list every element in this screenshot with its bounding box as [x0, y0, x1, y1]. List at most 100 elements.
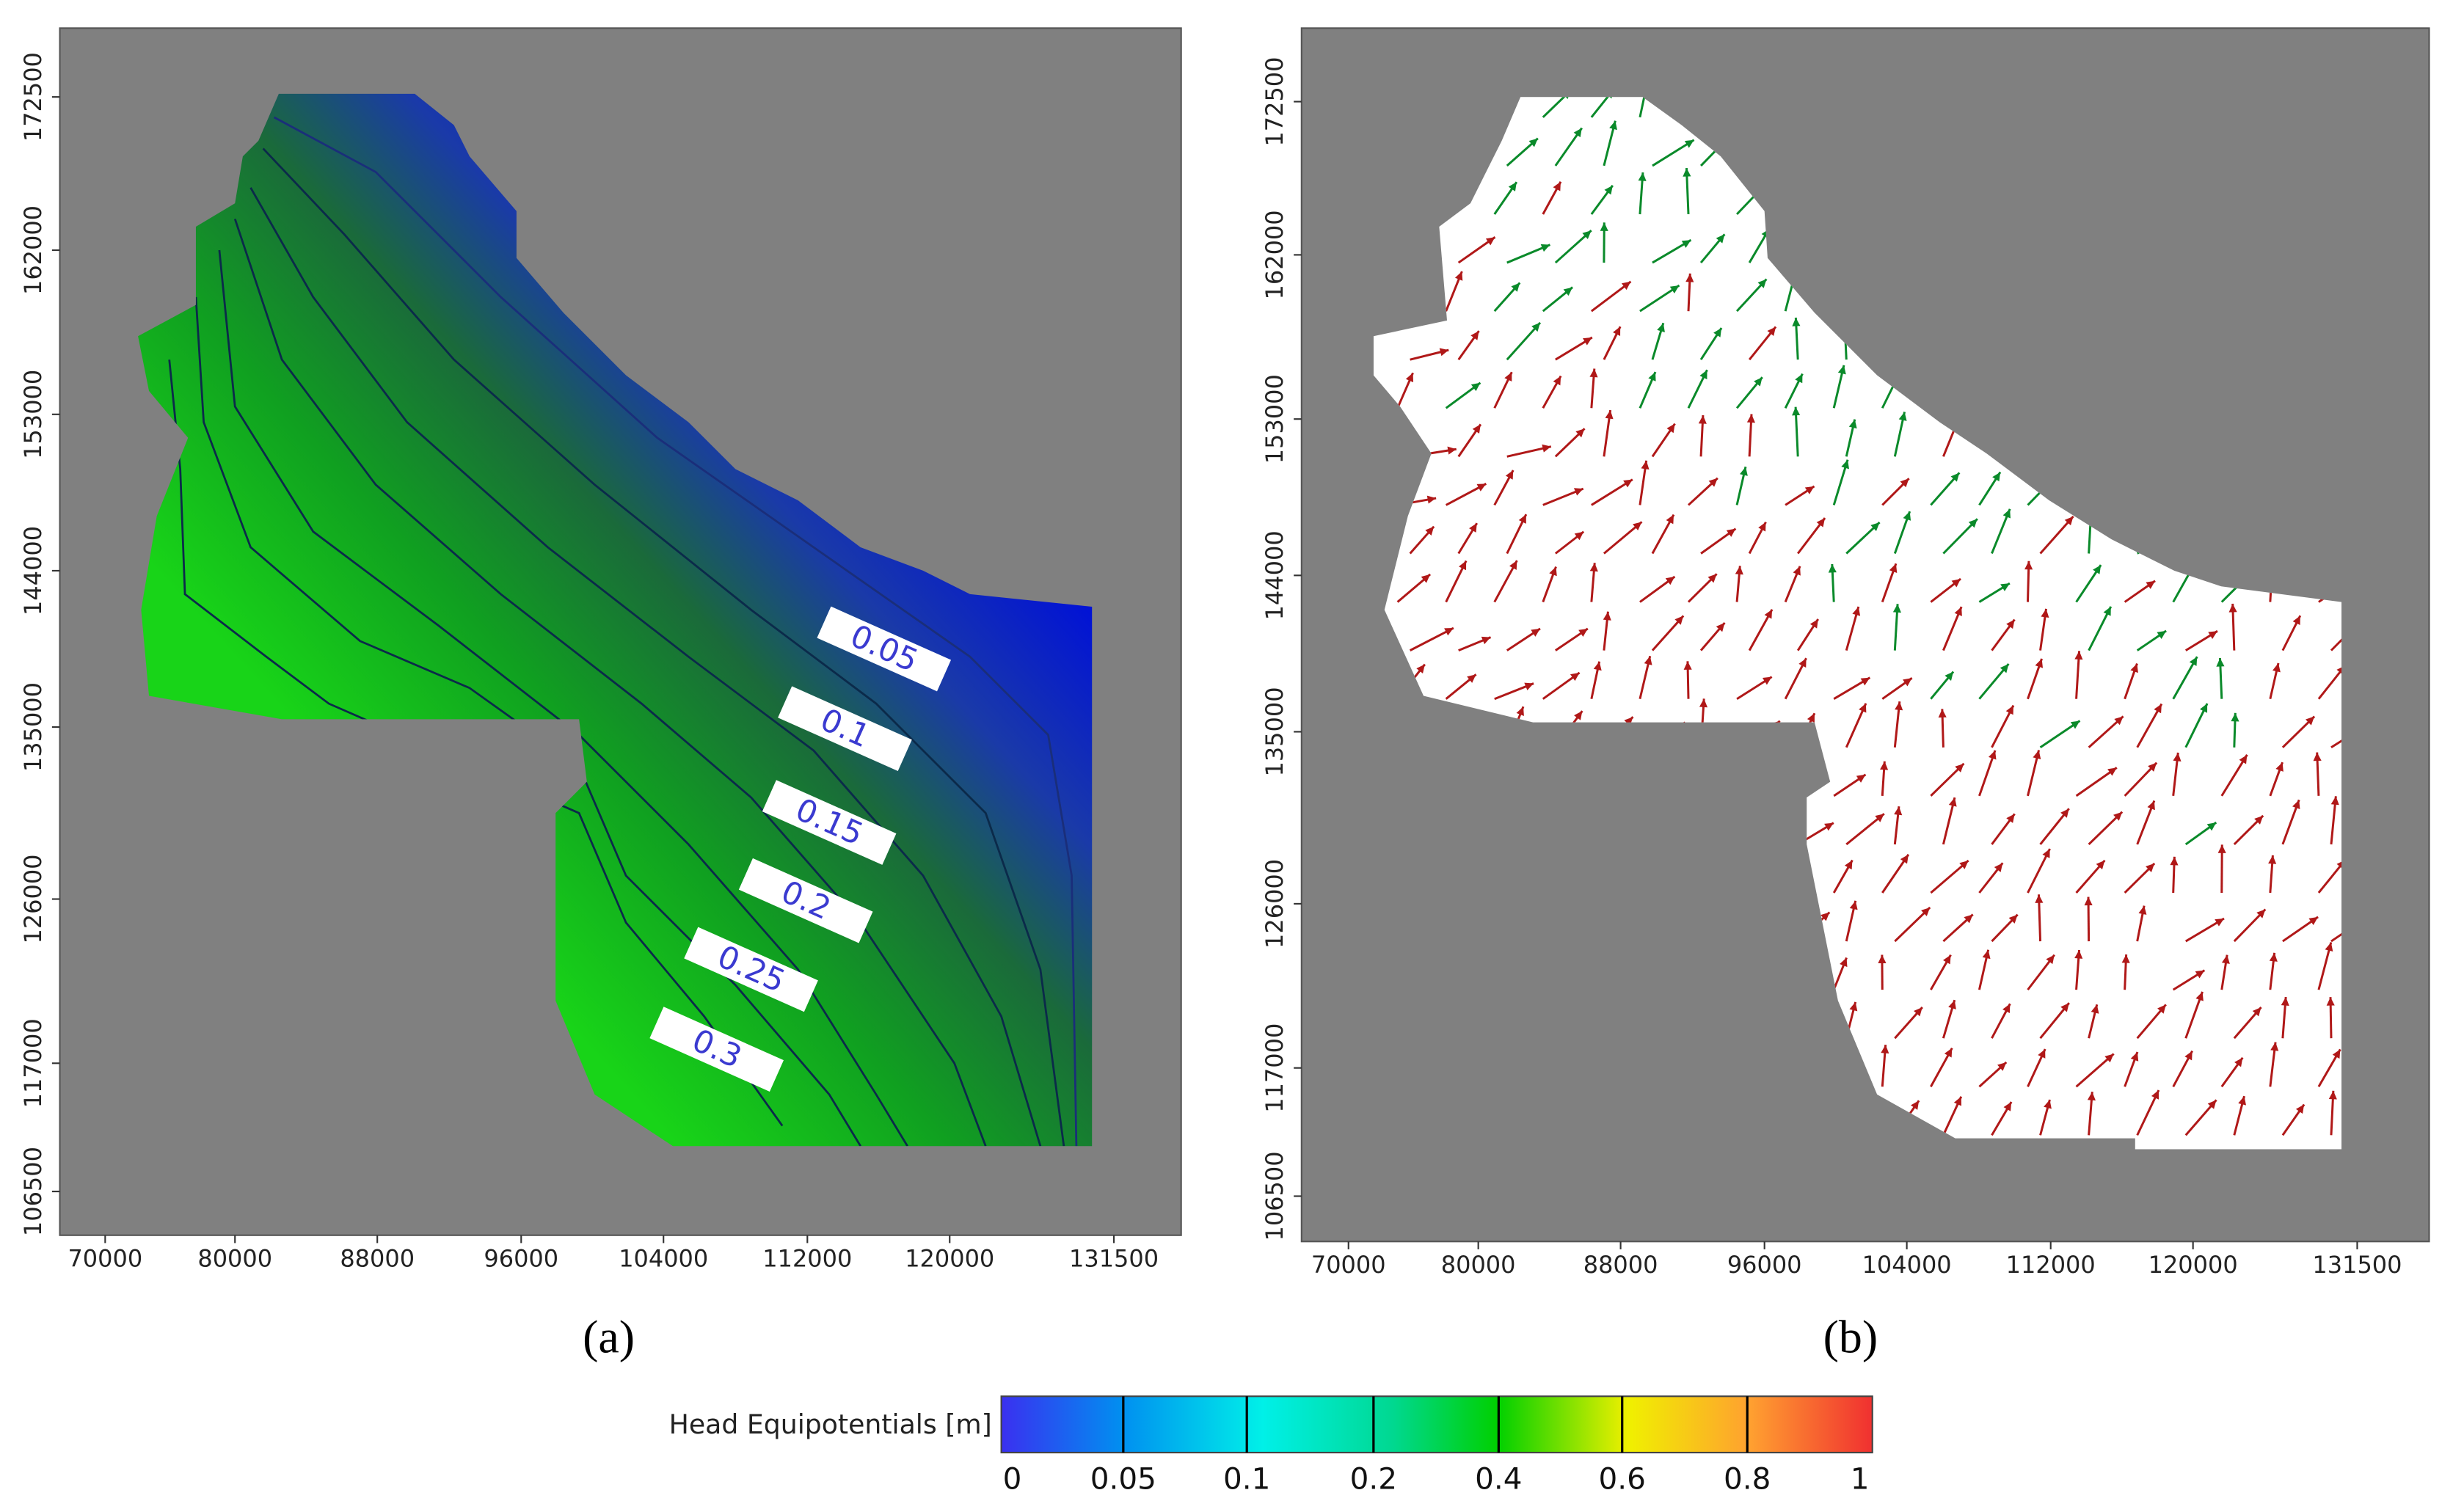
y-tick-label: 106500 [19, 1147, 47, 1236]
velocity-arrow [1938, 709, 1947, 748]
velocity-arrow [1698, 414, 1707, 457]
velocity-arrow [1845, 606, 1861, 651]
arrow-head [1860, 677, 1870, 686]
velocity-arrow [1555, 627, 1589, 651]
arrow-head [1531, 322, 1541, 332]
x-tick-label: 80000 [1441, 1251, 1516, 1279]
contour-label-box [684, 927, 818, 1012]
velocity-arrow [2075, 1053, 2115, 1088]
velocity-arrow [1493, 560, 1518, 603]
velocity-arrow [1493, 181, 1518, 215]
velocity-arrow [1930, 954, 1952, 990]
arrow-head [2217, 844, 2226, 853]
arrow-head [1683, 661, 1692, 670]
velocity-arrow [1991, 704, 2015, 748]
velocity-arrow [2075, 564, 2102, 603]
velocity-arrow [1881, 1045, 1889, 1087]
arrow-head [1764, 609, 1773, 619]
arrow-head [1469, 523, 1477, 533]
velocity-arrow [1930, 762, 1965, 797]
x-tick-label: 131500 [1069, 1244, 1159, 1272]
velocity-arrow [2039, 515, 2074, 555]
velocity-arrow [1457, 423, 1482, 458]
velocity-arrow [1506, 244, 1551, 264]
velocity-arrow [1833, 676, 1871, 700]
arrow-head [1726, 528, 1736, 537]
arrow-head [1589, 563, 1598, 572]
velocity-arrow [1685, 273, 1694, 312]
velocity-arrow [1409, 525, 1435, 555]
velocity-arrow [2039, 1099, 2052, 1136]
velocity-arrow [1942, 797, 1957, 845]
x-tick-label: 70000 [1311, 1251, 1386, 1279]
arrow-head [1898, 412, 1907, 421]
contour-line [168, 359, 784, 1127]
arrow-head [1641, 460, 1650, 470]
arrow-head [1848, 419, 1857, 429]
velocity-arrow [1978, 862, 2004, 894]
velocity-arrow [2024, 560, 2033, 602]
arrow-head [2035, 658, 2044, 668]
velocity-arrow [1845, 419, 1857, 457]
velocity-arrow [2124, 862, 2156, 894]
velocity-arrow [1506, 627, 1541, 651]
arrow-head [1553, 181, 1561, 191]
velocity-arrow [1555, 336, 1593, 361]
velocity-arrow [2269, 662, 2281, 700]
velocity-arrow [1445, 560, 1468, 603]
velocity-arrow [2313, 752, 2322, 796]
arrow-head [1880, 761, 1889, 770]
arrow-head [1746, 414, 1755, 423]
colorbar-tick-label: 0.6 [1599, 1461, 1646, 1496]
arrow-head [1950, 472, 1960, 482]
arrow-head [1454, 271, 1463, 281]
velocity-arrow [1942, 913, 1974, 943]
arrow-head [2325, 942, 2333, 952]
arrow-head [2006, 619, 2015, 629]
arrow-head [2292, 616, 2300, 625]
arrow-head [2221, 954, 2230, 964]
arrow-head [1481, 636, 1491, 645]
velocity-arrow [1542, 181, 1562, 215]
velocity-arrow [1930, 577, 1961, 603]
arrow-head [2146, 580, 2156, 589]
x-tick-label: 131500 [2312, 1251, 2402, 1279]
velocity-arrow [2220, 954, 2230, 990]
arrow-head [1881, 1045, 1889, 1054]
velocity-arrow [1589, 563, 1598, 602]
velocity-arrow [2269, 1042, 2279, 1087]
colorbar-tick-label: 0 [1003, 1461, 1022, 1496]
arrow-head [1792, 406, 1801, 416]
arrow-head [2107, 767, 2117, 776]
arrow-head [1669, 285, 1680, 294]
arrow-head [1959, 861, 1969, 869]
arrow-head [2216, 657, 2225, 667]
arrow-head [1837, 365, 1846, 375]
velocity-arrow [1506, 514, 1528, 555]
contour-label-box [817, 606, 952, 692]
velocity-arrow [1991, 813, 2016, 845]
model-domain [138, 93, 1093, 1147]
velocity-arrow [2317, 942, 2333, 990]
velocity-arrow [1930, 859, 1969, 894]
arrow-head [1948, 1000, 1956, 1009]
arrow-head [1757, 279, 1767, 288]
arrow-head [1459, 560, 1467, 571]
arrow-head [1849, 900, 1858, 910]
arrow-head [1470, 382, 1481, 392]
arrow-head [2070, 720, 2080, 729]
velocity-arrow [1652, 139, 1695, 167]
arrow-head [2154, 704, 2162, 714]
arrow-head [1472, 424, 1481, 434]
arrow-head [2173, 752, 2182, 762]
arrow-head [1716, 234, 1725, 244]
arrow-head [2087, 1092, 2096, 1101]
velocity-arrow [1445, 381, 1481, 409]
arrow-head [2060, 1003, 2069, 1012]
arrow-head [1911, 1100, 1920, 1110]
panel-label: (a) [583, 1311, 635, 1363]
velocity-arrow [2172, 656, 2198, 700]
velocity-arrow [2136, 703, 2163, 748]
contour-label-box [762, 780, 897, 865]
arrow-head [1758, 522, 1766, 532]
